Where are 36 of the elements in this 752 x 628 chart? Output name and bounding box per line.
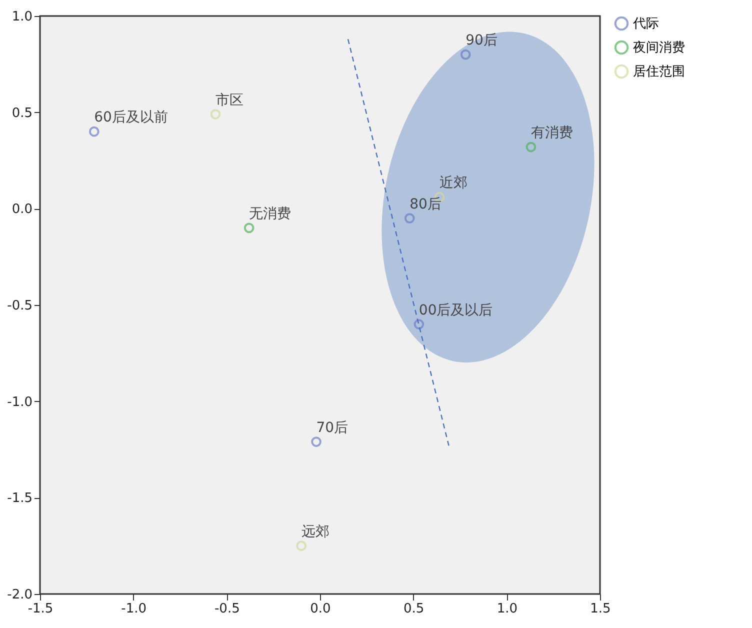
point [244,222,254,234]
x-tick-label: -1.5 [28,602,54,616]
point [460,49,471,60]
x-tick-label: 1.0 [496,602,518,616]
point [526,142,536,152]
annotation: 90后 [466,32,498,49]
annotation: 60后及以前 [94,110,168,126]
y-tick-label: 1.0 [12,10,32,24]
annotation: 有消费 [530,125,573,142]
point [414,319,424,330]
point [311,436,322,447]
legend-label: 居住范围 [633,64,685,80]
annotation: 市区 [215,92,244,108]
annotation: 00后及以后 [418,302,493,318]
annotation: 无消费 [249,206,292,222]
y-tick-label: 0.5 [12,106,32,121]
annotation: 近郊 [439,175,468,192]
y-tick-label: -0.5 [7,298,32,314]
annotation: 70后 [316,420,348,436]
annotation: 80后 [410,196,442,212]
legend-label: 代际 [632,16,659,32]
legend-label: 夜间消费 [633,40,685,56]
point [296,540,307,552]
x-tick-label: -1.0 [121,602,147,616]
x-tick-label: -0.5 [214,602,240,616]
y-tick-label: 0.0 [12,202,32,218]
x-tick-label: 1.5 [590,602,611,616]
y-tick-label: -1.5 [7,491,32,506]
point [210,109,221,120]
y-tick-label: -2.0 [7,588,32,602]
x-tick-label: 0.5 [403,602,424,616]
point [88,126,100,137]
x-tick-label: 0.0 [310,602,331,616]
y-tick-label: -1.0 [7,394,32,410]
point [404,213,415,224]
annotation: 远郊 [301,524,330,540]
